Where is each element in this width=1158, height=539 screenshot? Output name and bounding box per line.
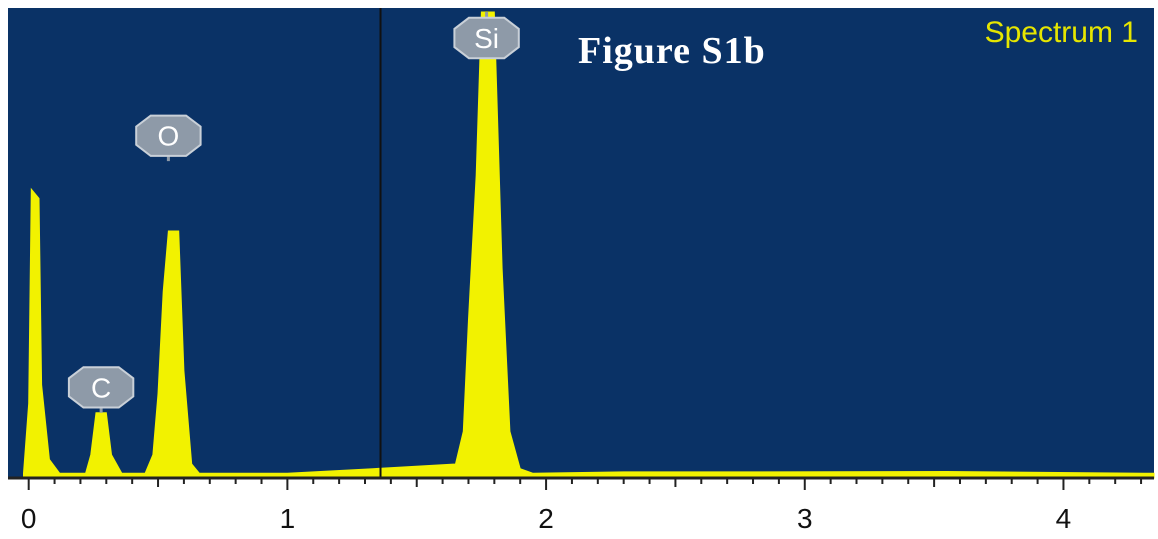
x-axis-ticks: 0 1 2 3 4 <box>21 478 1143 534</box>
element-badge <box>67 366 135 409</box>
peak-labels: C O Si <box>67 12 520 413</box>
element-symbol: O <box>157 121 179 152</box>
element-badge <box>453 16 520 60</box>
spectrum-label: Spectrum 1 <box>985 16 1138 49</box>
x-tick-label-1: 1 <box>280 503 296 534</box>
element-symbol: C <box>91 372 111 403</box>
x-tick-label-3: 3 <box>797 503 813 534</box>
plot-background <box>8 8 1154 478</box>
spectrum-series <box>23 11 1155 479</box>
element-badge <box>135 114 202 157</box>
x-tick-label-4: 4 <box>1056 503 1072 534</box>
x-tick-label-0: 0 <box>21 503 37 534</box>
peak-label-o: O <box>135 114 202 162</box>
peak-label-si: Si <box>453 12 520 60</box>
figure-label: Figure S1b <box>578 30 766 72</box>
element-symbol: Si <box>474 23 499 54</box>
peak-label-c: C <box>67 366 135 413</box>
spectrum-area-1 <box>23 11 1155 479</box>
x-tick-label-2: 2 <box>538 503 554 534</box>
